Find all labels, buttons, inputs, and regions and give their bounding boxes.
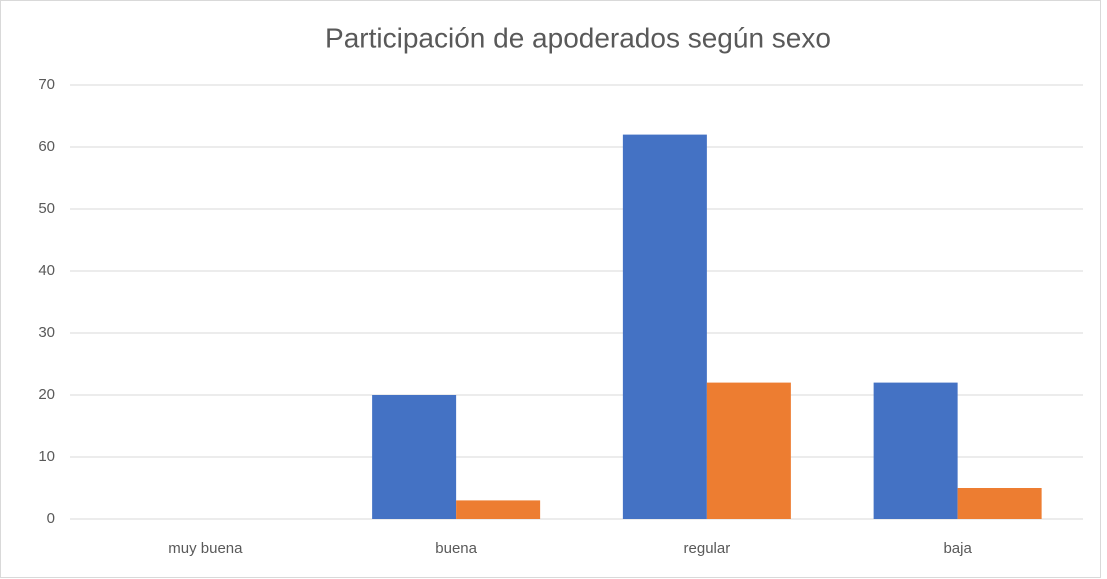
- y-tick-label: 50: [38, 200, 55, 217]
- x-tick-label: buena: [435, 540, 477, 557]
- bar: [706, 382, 791, 519]
- x-tick-label: regular: [684, 540, 731, 557]
- y-tick-label: 20: [38, 386, 55, 403]
- bar: [873, 382, 958, 519]
- x-tick-label: baja: [943, 540, 972, 557]
- y-tick-label: 70: [38, 76, 55, 93]
- y-tick-label: 40: [38, 262, 55, 279]
- bar: [622, 134, 707, 519]
- x-tick-label: muy buena: [168, 540, 243, 557]
- y-tick-label: 0: [47, 510, 55, 527]
- chart-title: Participación de apoderados según sexo: [325, 22, 831, 53]
- y-tick-label: 60: [38, 138, 55, 155]
- y-tick-label: 10: [38, 448, 55, 465]
- y-tick-label: 30: [38, 324, 55, 341]
- bar: [456, 500, 541, 519]
- bar: [957, 488, 1042, 519]
- bar: [372, 395, 457, 519]
